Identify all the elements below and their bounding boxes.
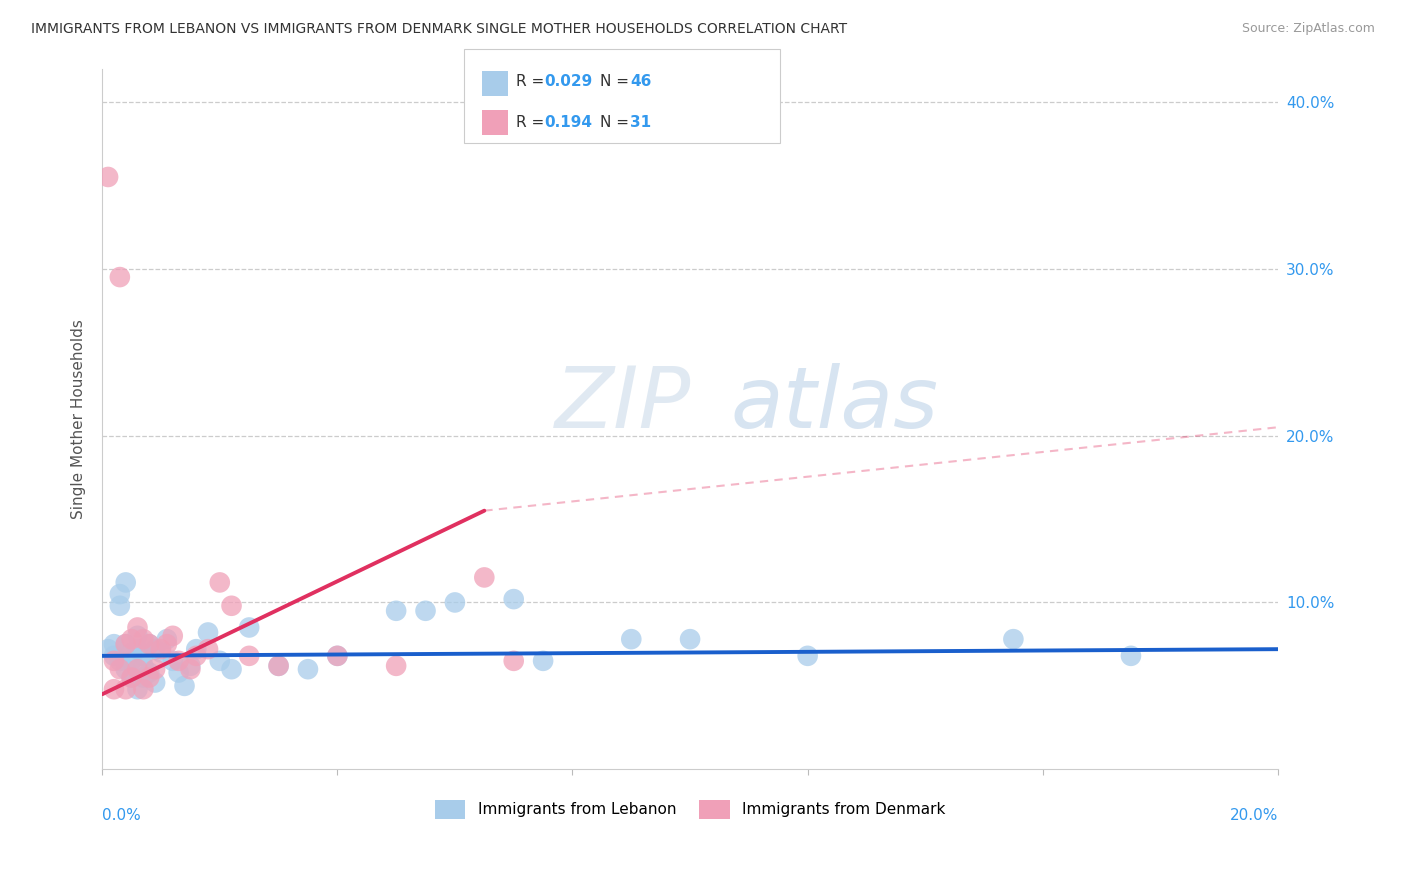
Point xyxy=(415,604,437,618)
Point xyxy=(108,270,131,285)
Point xyxy=(132,671,155,685)
Text: R =: R = xyxy=(516,115,550,130)
Point xyxy=(162,654,184,668)
Point xyxy=(103,654,125,668)
Point xyxy=(197,642,219,657)
Point xyxy=(127,620,149,634)
Point xyxy=(132,682,155,697)
Point xyxy=(132,658,155,673)
Point xyxy=(385,658,408,673)
Point xyxy=(103,637,125,651)
Point xyxy=(179,658,201,673)
Point xyxy=(620,632,643,647)
Text: 0.029: 0.029 xyxy=(544,74,592,89)
Point xyxy=(531,654,554,668)
Point xyxy=(138,637,160,651)
Point xyxy=(326,648,349,663)
Point xyxy=(267,658,290,673)
Point xyxy=(108,599,131,613)
Point xyxy=(127,662,149,676)
Point xyxy=(103,682,125,697)
Point xyxy=(138,637,160,651)
Point xyxy=(179,662,201,676)
Point xyxy=(197,625,219,640)
Text: N =: N = xyxy=(600,115,634,130)
Point xyxy=(114,682,136,697)
Point xyxy=(385,604,408,618)
Point xyxy=(108,662,131,676)
Text: IMMIGRANTS FROM LEBANON VS IMMIGRANTS FROM DENMARK SINGLE MOTHER HOUSEHOLDS CORR: IMMIGRANTS FROM LEBANON VS IMMIGRANTS FR… xyxy=(31,22,846,37)
Point xyxy=(208,575,231,590)
Point xyxy=(167,654,190,668)
Point xyxy=(127,642,149,657)
Point xyxy=(108,587,131,601)
Point xyxy=(97,642,120,657)
Point xyxy=(108,654,131,668)
Point xyxy=(472,570,495,584)
Text: N =: N = xyxy=(600,74,634,89)
Text: Source: ZipAtlas.com: Source: ZipAtlas.com xyxy=(1241,22,1375,36)
Point xyxy=(1119,648,1142,663)
Text: 0.194: 0.194 xyxy=(544,115,592,130)
Point xyxy=(162,629,184,643)
Point xyxy=(143,675,166,690)
Point xyxy=(97,169,120,184)
Point xyxy=(297,662,319,676)
Point xyxy=(127,629,149,643)
Y-axis label: Single Mother Households: Single Mother Households xyxy=(72,319,86,519)
Point xyxy=(221,599,243,613)
Point xyxy=(238,648,260,663)
Point xyxy=(186,648,208,663)
Point xyxy=(150,646,173,660)
Text: 31: 31 xyxy=(630,115,651,130)
Point xyxy=(138,671,160,685)
Point xyxy=(156,637,179,651)
Point xyxy=(1002,632,1025,647)
Point xyxy=(502,592,524,607)
Text: atlas: atlas xyxy=(730,363,938,446)
Point xyxy=(121,646,143,660)
Point xyxy=(238,620,260,634)
Text: 0.0%: 0.0% xyxy=(103,808,141,822)
Point xyxy=(103,648,125,663)
Text: 46: 46 xyxy=(630,74,651,89)
Text: R =: R = xyxy=(516,74,550,89)
Point xyxy=(167,665,190,680)
Point xyxy=(114,637,136,651)
Point xyxy=(326,648,349,663)
Point xyxy=(114,575,136,590)
Text: 20.0%: 20.0% xyxy=(1230,808,1278,822)
Point xyxy=(114,637,136,651)
Point xyxy=(679,632,702,647)
Point xyxy=(132,648,155,663)
Point xyxy=(156,632,179,647)
Point xyxy=(173,679,195,693)
Point xyxy=(114,662,136,676)
Point xyxy=(444,595,467,609)
Point xyxy=(121,671,143,685)
Point xyxy=(267,658,290,673)
Point xyxy=(143,662,166,676)
Point xyxy=(221,662,243,676)
Point xyxy=(121,671,143,685)
Point xyxy=(150,642,173,657)
Point xyxy=(121,632,143,647)
Legend: Immigrants from Lebanon, Immigrants from Denmark: Immigrants from Lebanon, Immigrants from… xyxy=(429,794,952,825)
Point xyxy=(186,642,208,657)
Text: ZIP: ZIP xyxy=(555,363,692,446)
Point xyxy=(121,654,143,668)
Point xyxy=(132,632,155,647)
Point xyxy=(127,682,149,697)
Point xyxy=(796,648,818,663)
Point xyxy=(208,654,231,668)
Point xyxy=(143,642,166,657)
Point xyxy=(138,665,160,680)
Point xyxy=(502,654,524,668)
